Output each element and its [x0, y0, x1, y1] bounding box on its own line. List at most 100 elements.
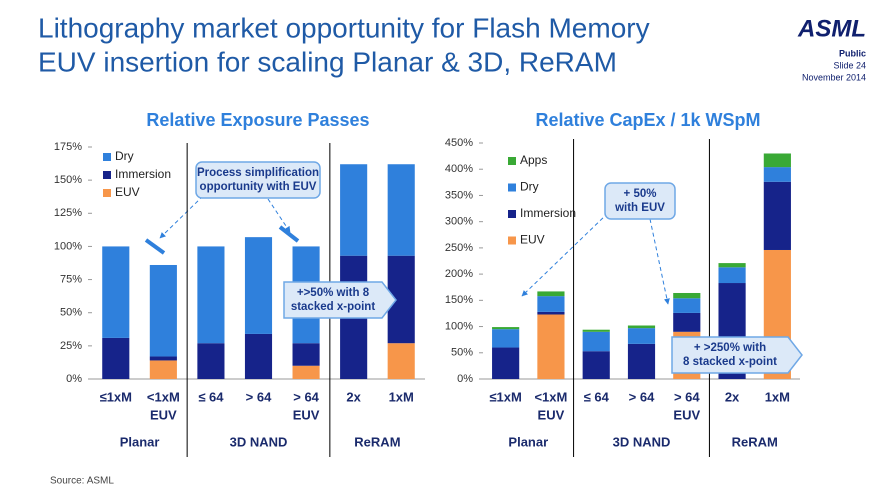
arrow [144, 238, 166, 255]
slide-number: Slide 24 [833, 60, 866, 70]
y-tick-label: 50% [60, 307, 82, 319]
bar-segment [537, 314, 565, 379]
callout [604, 182, 676, 220]
callout-text: with EUV [614, 202, 665, 214]
y-tick-label: 50% [451, 347, 473, 359]
bar-segment [763, 167, 791, 182]
y-tick-label: 0% [457, 373, 473, 385]
y-tick-label: 25% [60, 340, 82, 352]
bar-segment [197, 343, 225, 379]
bar-segment [492, 329, 520, 348]
legend-swatch [103, 171, 111, 179]
legend-label: Apps [520, 153, 547, 167]
group-label: ReRAM [354, 434, 400, 449]
bar-segment [718, 267, 746, 284]
arrow [278, 225, 300, 243]
callout-text: opportunity with EUV [200, 181, 317, 193]
callout-text: 8 stacked x-point [683, 356, 777, 368]
callout-text: +>50% with 8 [297, 287, 370, 299]
x-tick-label: > 64 [629, 389, 655, 404]
bar-segment [102, 246, 130, 338]
bar-segment [197, 246, 225, 344]
bar-segment [537, 311, 565, 315]
y-tick-label: 75% [60, 273, 82, 285]
bar-segment [492, 327, 520, 330]
y-tick-label: 200% [445, 268, 473, 280]
y-tick-label: 0% [66, 373, 82, 385]
bar-segment [492, 347, 520, 379]
callout-text: + >250% with [694, 342, 766, 354]
dashed-arrow [521, 212, 609, 297]
x-tick-label: EUV [538, 407, 565, 422]
bar-segment [149, 356, 177, 361]
callout-text: + 50% [624, 188, 657, 200]
bar-segment [149, 264, 177, 357]
x-tick-label: <1xM [534, 389, 567, 404]
bar-segment [763, 153, 791, 168]
y-tick-label: 100% [54, 240, 82, 252]
bar-segment [718, 263, 746, 268]
x-tick-label: ≤1xM [489, 389, 521, 404]
bar-segment [673, 298, 701, 313]
bar-segment [582, 329, 610, 332]
bar-segment [673, 312, 701, 332]
legend-label: EUV [115, 185, 140, 199]
legend-swatch [103, 189, 111, 197]
legend-label: Dry [115, 149, 134, 163]
group-label: Planar [120, 434, 160, 449]
y-tick-label: 175% [54, 141, 82, 153]
bar-segment [340, 164, 368, 256]
y-tick-label: 450% [445, 137, 473, 149]
y-tick-label: 300% [445, 216, 473, 228]
callout-text: Process simplification [197, 167, 319, 179]
bar-segment [763, 181, 791, 250]
bar-segment [627, 325, 656, 329]
bar-segment [537, 291, 565, 297]
group-label: ReRAM [732, 434, 778, 449]
callout-text: stacked x-point [291, 301, 376, 313]
legend-swatch [508, 157, 516, 165]
chart-title: Relative CapEx / 1k WSpM [535, 110, 760, 130]
y-tick-label: 150% [445, 294, 473, 306]
arrows [144, 195, 670, 305]
slide-title: EUV insertion for scaling Planar & 3D, R… [38, 46, 617, 77]
y-tick-label: 125% [54, 207, 82, 219]
logo: ASML [797, 15, 866, 42]
callout [195, 161, 321, 199]
legend-label: Dry [520, 180, 539, 194]
x-tick-label: ≤ 64 [198, 389, 224, 404]
bar-segment [387, 343, 415, 379]
x-tick-label: 1xM [765, 389, 790, 404]
group-label: 3D NAND [230, 434, 288, 449]
group-label: Planar [508, 434, 548, 449]
slide-title: Lithography market opportunity for Flash… [38, 12, 650, 43]
x-tick-label: > 64 [246, 389, 272, 404]
bar-segment [244, 237, 273, 334]
bar-segment [627, 328, 656, 344]
y-tick-label: 400% [445, 163, 473, 175]
x-tick-label: <1xM [147, 389, 180, 404]
classification: Public [839, 48, 866, 58]
y-tick-label: 250% [445, 242, 473, 254]
x-tick-label: EUV [293, 407, 320, 422]
bar-segment [537, 296, 565, 312]
callout [671, 336, 803, 374]
legend-swatch [508, 210, 516, 218]
callout [283, 281, 397, 319]
x-tick-label: > 64 [293, 389, 319, 404]
bar-segment [582, 351, 610, 379]
bar-segment [673, 292, 701, 299]
legend-label: Immersion [520, 206, 576, 220]
bar-segment [627, 343, 656, 379]
x-tick-label: EUV [673, 407, 700, 422]
legend-swatch [508, 236, 516, 245]
dashed-arrow [159, 195, 204, 239]
bar-segment [582, 331, 610, 352]
legend-swatch [103, 153, 111, 161]
legend-label: Immersion [115, 167, 171, 181]
x-tick-label: 1xM [389, 389, 414, 404]
bar-segment [292, 365, 320, 379]
legend-swatch [508, 183, 516, 192]
